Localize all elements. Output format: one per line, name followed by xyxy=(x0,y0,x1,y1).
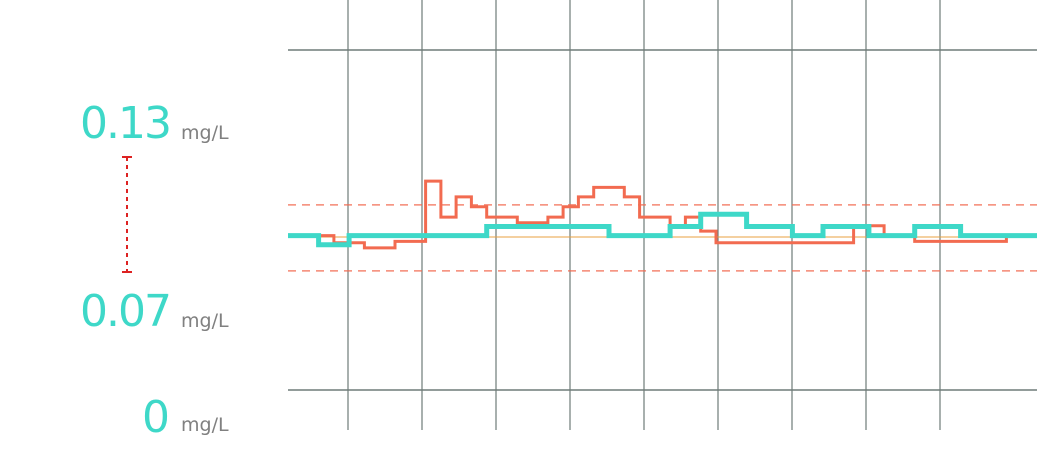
target-range-marker xyxy=(122,156,132,273)
bottom-label: 0 mg/L xyxy=(0,396,240,456)
mid-range-value: 0.07 xyxy=(80,286,172,337)
series-a-line xyxy=(288,211,1037,248)
horizontal-gridlines xyxy=(288,49,1037,391)
top-range-unit: mg/L xyxy=(181,122,229,144)
top-range-label: 0.13 mg/L xyxy=(0,102,240,162)
vertical-gridlines xyxy=(347,0,941,430)
mid-range-unit: mg/L xyxy=(181,310,229,332)
mid-range-label: 0.07 mg/L xyxy=(0,290,240,350)
series-group xyxy=(288,179,1037,250)
bottom-unit: mg/L xyxy=(181,414,229,436)
top-range-value: 0.13 xyxy=(80,98,172,149)
bottom-value: 0 xyxy=(142,392,170,443)
